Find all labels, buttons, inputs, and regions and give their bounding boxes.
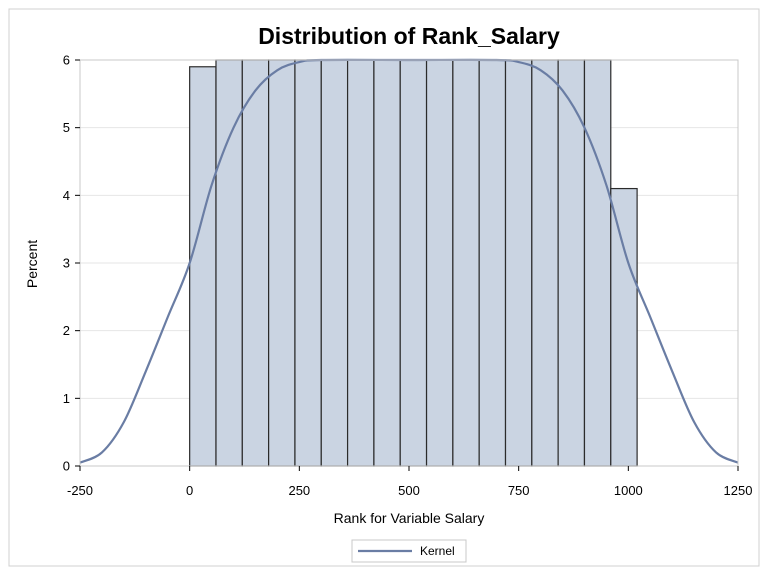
- histogram-bar: [478, 59, 507, 467]
- histogram-bars: [189, 59, 638, 467]
- y-tick-label: 5: [63, 120, 70, 135]
- y-tick-label: 6: [63, 53, 70, 68]
- y-axis: 0 1 2 3 4 5 6: [63, 53, 80, 474]
- histogram-bar: [268, 59, 296, 467]
- histogram-bar: [215, 59, 243, 467]
- x-axis-label: Rank for Variable Salary: [334, 510, 485, 526]
- chart-title: Distribution of Rank_Salary: [258, 23, 560, 49]
- x-tick-label: 500: [398, 483, 420, 498]
- x-tick-label: -250: [67, 483, 93, 498]
- histogram-bar: [399, 59, 428, 467]
- histogram-bar: [531, 59, 559, 467]
- y-tick-label: 2: [63, 323, 70, 338]
- legend-kernel-label: Kernel: [420, 544, 455, 558]
- histogram-bar: [583, 59, 612, 467]
- histogram-bar: [294, 59, 322, 467]
- histogram-bar: [425, 59, 454, 467]
- histogram-bar: [241, 59, 270, 467]
- y-tick-label: 3: [63, 256, 70, 271]
- y-axis-label: Percent: [24, 240, 40, 288]
- y-tick-label: 1: [63, 391, 70, 406]
- histogram-bar: [373, 59, 401, 467]
- x-tick-label: 250: [288, 483, 310, 498]
- histogram-bar: [320, 59, 349, 467]
- x-tick-label: 1250: [724, 483, 753, 498]
- x-axis: -250 0 250 500 750 1000 1250: [67, 466, 752, 498]
- histogram-bar: [452, 59, 480, 467]
- x-tick-label: 0: [186, 483, 193, 498]
- histogram-bar: [504, 59, 533, 467]
- histogram-bar: [346, 59, 375, 467]
- x-tick-label: 1000: [614, 483, 643, 498]
- y-tick-label: 4: [63, 188, 70, 203]
- histogram-bar: [610, 187, 638, 467]
- x-tick-label: 750: [508, 483, 530, 498]
- histogram-bar: [189, 66, 217, 467]
- y-tick-label: 0: [63, 459, 70, 474]
- legend: Kernel: [351, 539, 467, 563]
